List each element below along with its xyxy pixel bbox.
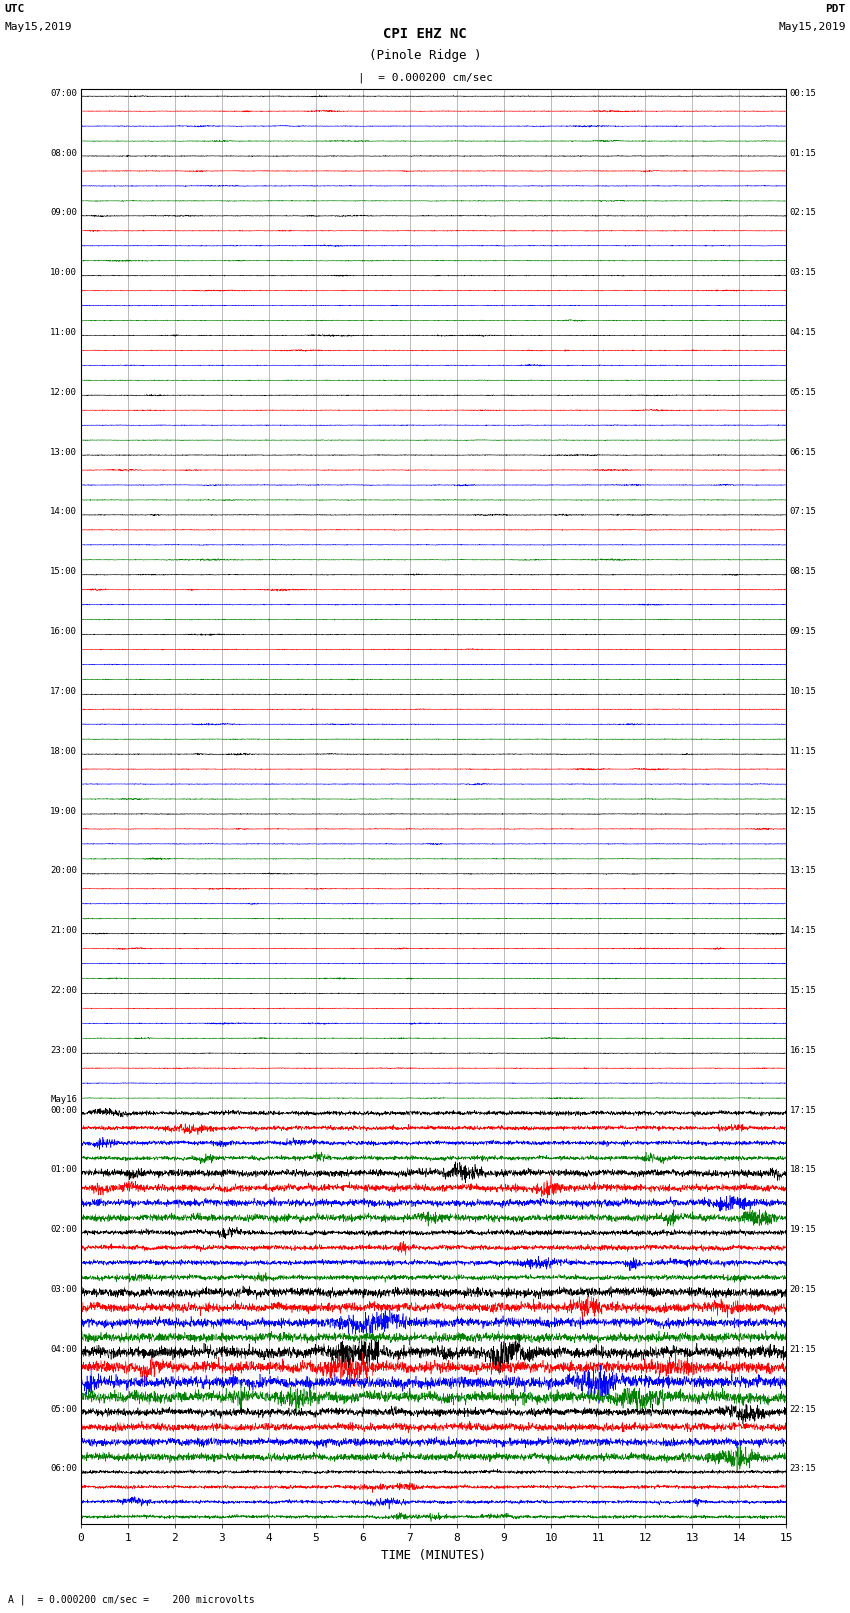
Text: 02:00: 02:00 (50, 1226, 77, 1234)
Text: 02:15: 02:15 (790, 208, 817, 218)
Text: 20:00: 20:00 (50, 866, 77, 876)
Text: 23:15: 23:15 (790, 1465, 817, 1473)
Text: May15,2019: May15,2019 (779, 23, 846, 32)
Text: 01:15: 01:15 (790, 148, 817, 158)
Text: (Pinole Ridge ): (Pinole Ridge ) (369, 48, 481, 61)
Text: 03:15: 03:15 (790, 268, 817, 277)
Text: 18:00: 18:00 (50, 747, 77, 755)
Text: 08:00: 08:00 (50, 148, 77, 158)
Text: 07:15: 07:15 (790, 508, 817, 516)
Text: 17:00: 17:00 (50, 687, 77, 695)
Text: 13:15: 13:15 (790, 866, 817, 876)
Text: 22:00: 22:00 (50, 986, 77, 995)
Text: 17:15: 17:15 (790, 1105, 817, 1115)
Text: 23:00: 23:00 (50, 1045, 77, 1055)
X-axis label: TIME (MINUTES): TIME (MINUTES) (381, 1548, 486, 1561)
Text: 09:00: 09:00 (50, 208, 77, 218)
Text: 06:15: 06:15 (790, 448, 817, 456)
Text: 13:00: 13:00 (50, 448, 77, 456)
Text: 14:00: 14:00 (50, 508, 77, 516)
Text: 15:00: 15:00 (50, 568, 77, 576)
Text: 22:15: 22:15 (790, 1405, 817, 1413)
Text: 00:15: 00:15 (790, 89, 817, 98)
Text: A |  = 0.000200 cm/sec =    200 microvolts: A | = 0.000200 cm/sec = 200 microvolts (8, 1594, 255, 1605)
Text: 03:00: 03:00 (50, 1286, 77, 1294)
Text: 08:15: 08:15 (790, 568, 817, 576)
Text: PDT: PDT (825, 5, 846, 15)
Text: 00:00: 00:00 (50, 1105, 77, 1115)
Text: 06:00: 06:00 (50, 1465, 77, 1473)
Text: 11:00: 11:00 (50, 327, 77, 337)
Text: May15,2019: May15,2019 (4, 23, 71, 32)
Text: |  = 0.000200 cm/sec: | = 0.000200 cm/sec (358, 73, 492, 84)
Text: 01:00: 01:00 (50, 1165, 77, 1174)
Text: 09:15: 09:15 (790, 627, 817, 636)
Text: CPI EHZ NC: CPI EHZ NC (383, 26, 467, 40)
Text: 05:15: 05:15 (790, 387, 817, 397)
Text: 20:15: 20:15 (790, 1286, 817, 1294)
Text: 14:15: 14:15 (790, 926, 817, 936)
Text: 16:15: 16:15 (790, 1045, 817, 1055)
Text: 04:15: 04:15 (790, 327, 817, 337)
Text: 11:15: 11:15 (790, 747, 817, 755)
Text: 10:00: 10:00 (50, 268, 77, 277)
Text: 05:00: 05:00 (50, 1405, 77, 1413)
Text: 04:00: 04:00 (50, 1345, 77, 1353)
Text: 15:15: 15:15 (790, 986, 817, 995)
Text: UTC: UTC (4, 5, 25, 15)
Text: 18:15: 18:15 (790, 1165, 817, 1174)
Text: May16: May16 (50, 1095, 77, 1105)
Text: 21:00: 21:00 (50, 926, 77, 936)
Text: 10:15: 10:15 (790, 687, 817, 695)
Text: 21:15: 21:15 (790, 1345, 817, 1353)
Text: 19:15: 19:15 (790, 1226, 817, 1234)
Text: 19:00: 19:00 (50, 806, 77, 816)
Text: 07:00: 07:00 (50, 89, 77, 98)
Text: 12:15: 12:15 (790, 806, 817, 816)
Text: 16:00: 16:00 (50, 627, 77, 636)
Text: 12:00: 12:00 (50, 387, 77, 397)
